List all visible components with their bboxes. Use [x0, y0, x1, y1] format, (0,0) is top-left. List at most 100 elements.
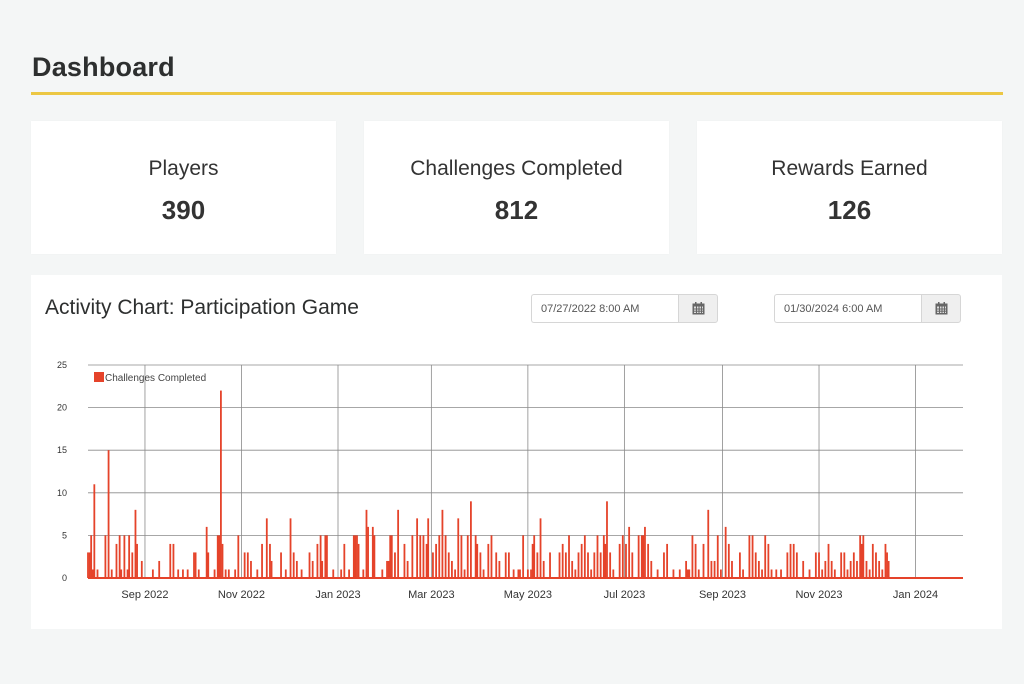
- bar: [352, 535, 355, 578]
- bar: [549, 552, 551, 578]
- bar: [126, 569, 129, 578]
- bar: [224, 569, 227, 578]
- bar: [479, 552, 482, 578]
- bar: [625, 543, 627, 578]
- bar: [852, 552, 855, 578]
- bar: [265, 518, 268, 578]
- bar: [507, 552, 510, 578]
- bar: [702, 543, 705, 578]
- bar: [457, 518, 460, 578]
- bar: [868, 569, 871, 578]
- bar: [432, 552, 434, 578]
- bar: [447, 552, 450, 578]
- bar: [865, 560, 868, 578]
- x-tick-label: Nov 2023: [795, 589, 842, 601]
- bar: [886, 552, 888, 578]
- end-date-input[interactable]: [774, 294, 921, 323]
- bar: [371, 526, 374, 578]
- bar: [397, 509, 400, 578]
- bar: [647, 543, 650, 578]
- bar: [780, 569, 782, 578]
- bar: [593, 552, 596, 578]
- start-date-input[interactable]: [531, 294, 678, 323]
- bar: [158, 560, 161, 578]
- bar: [856, 560, 858, 578]
- bar: [672, 569, 675, 578]
- bar: [542, 560, 545, 578]
- bar: [587, 552, 589, 578]
- x-tick-label: Jan 2023: [315, 589, 360, 601]
- bar: [435, 543, 438, 578]
- y-tick-label: 5: [62, 530, 67, 540]
- bar: [460, 535, 463, 578]
- bar: [884, 543, 887, 578]
- bar: [580, 543, 583, 578]
- bar: [821, 569, 824, 578]
- bar: [389, 535, 392, 578]
- bar: [742, 569, 744, 578]
- bar: [808, 569, 811, 578]
- bar: [474, 535, 477, 578]
- bar: [840, 552, 843, 578]
- bar: [394, 552, 396, 578]
- bar: [128, 535, 131, 578]
- calendar-icon: [935, 302, 947, 315]
- bar: [487, 543, 490, 578]
- bar: [577, 552, 580, 578]
- bar: [871, 543, 874, 578]
- bar: [561, 543, 564, 578]
- bar: [441, 509, 444, 578]
- chart-axes: 0 5 10 15 20 25 Sep 2022 Nov 2022 Jan 2023 Mar 20…: [57, 360, 938, 601]
- bar: [568, 535, 570, 578]
- start-date-calendar-button[interactable]: [678, 294, 718, 323]
- activity-bar-chart: 0 5 10 15 20 25 Sep 2022 Nov 2022 Jan 2023 Mar 20…: [57, 360, 963, 601]
- bar: [713, 560, 716, 578]
- bar: [104, 535, 107, 578]
- bar: [640, 535, 643, 578]
- bar: [120, 569, 123, 578]
- bar: [621, 535, 624, 578]
- bar: [564, 552, 567, 578]
- bar: [770, 569, 773, 578]
- bar: [221, 543, 224, 578]
- bar: [754, 552, 757, 578]
- y-tick-label: 0: [62, 573, 67, 583]
- stat-card-players: Players 390: [31, 121, 336, 254]
- bar: [319, 535, 322, 578]
- chart-legend[interactable]: Challenges Completed: [94, 372, 206, 384]
- bar: [786, 552, 789, 578]
- end-date-calendar-button[interactable]: [921, 294, 961, 323]
- bar: [574, 569, 577, 578]
- bar: [411, 535, 414, 578]
- stat-label: Players: [148, 157, 219, 180]
- bar: [691, 535, 694, 578]
- bar: [308, 552, 311, 578]
- bar: [466, 535, 469, 578]
- bar: [295, 560, 298, 578]
- stat-label: Challenges Completed: [410, 157, 623, 180]
- stat-value: 390: [161, 195, 206, 225]
- bar: [454, 569, 456, 578]
- bar: [512, 569, 515, 578]
- bar: [220, 390, 222, 578]
- bar: [197, 569, 200, 578]
- bar: [604, 543, 607, 578]
- bar: [764, 535, 767, 578]
- bar: [205, 526, 208, 578]
- page-title: Dashboard: [32, 52, 175, 82]
- bar: [517, 569, 520, 578]
- bar: [96, 569, 99, 578]
- bar: [367, 526, 369, 578]
- bar: [234, 569, 237, 578]
- bar: [123, 535, 126, 578]
- bar: [571, 560, 574, 578]
- bar: [628, 526, 631, 578]
- bar: [419, 535, 422, 578]
- bar: [182, 569, 184, 578]
- bar: [637, 535, 640, 578]
- bar: [193, 552, 195, 578]
- bar: [470, 501, 472, 578]
- start-date-picker: [531, 294, 718, 323]
- bar: [606, 501, 608, 578]
- bar: [438, 535, 441, 578]
